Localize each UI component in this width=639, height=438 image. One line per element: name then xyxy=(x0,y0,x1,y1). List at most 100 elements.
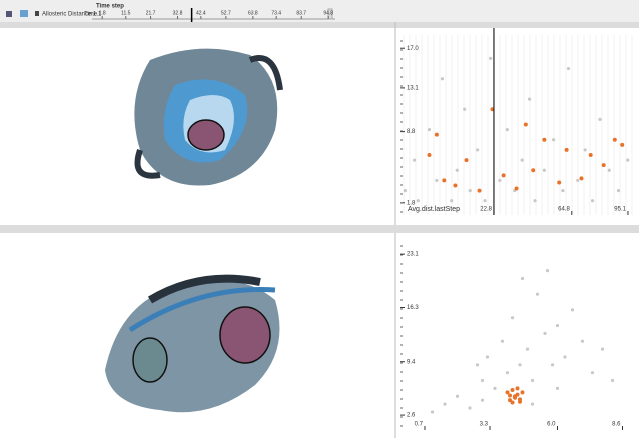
highlighted-point xyxy=(542,138,546,142)
timeline-tick-label: 94.8 xyxy=(323,10,333,16)
data-point xyxy=(584,148,587,151)
highlighted-point xyxy=(478,189,482,193)
highlighted-point xyxy=(508,393,512,397)
data-point xyxy=(468,406,471,409)
data-point xyxy=(617,189,620,192)
highlighted-point xyxy=(518,400,522,404)
timeline-tick-label: 42.4 xyxy=(196,10,206,16)
y-tick-label: 23.1 xyxy=(407,252,419,258)
binding-pocket xyxy=(133,338,167,382)
highlighted-point xyxy=(515,187,519,191)
data-point xyxy=(404,189,407,192)
data-point xyxy=(493,387,496,390)
data-point xyxy=(556,387,559,390)
timeline-tick-label: 63.8 xyxy=(248,10,258,16)
x-tick-label: 95.1 xyxy=(614,207,626,213)
data-point xyxy=(626,158,629,161)
highlighted-point xyxy=(524,122,528,126)
data-point xyxy=(567,67,570,70)
timeline-tick-label: 11.5 xyxy=(121,10,131,16)
data-point xyxy=(591,199,594,202)
data-point xyxy=(526,348,529,351)
tool-icon[interactable] xyxy=(35,11,39,16)
data-point xyxy=(611,379,614,382)
data-point xyxy=(435,179,438,182)
data-point xyxy=(531,402,534,405)
data-point xyxy=(536,293,539,296)
data-point xyxy=(543,332,546,335)
data-point xyxy=(531,379,534,382)
highlighted-point xyxy=(511,388,515,392)
data-point xyxy=(576,179,579,182)
highlighted-point xyxy=(531,168,535,172)
binding-pocket xyxy=(220,307,270,363)
data-point xyxy=(481,379,484,382)
highlighted-point xyxy=(511,401,515,405)
highlighted-point xyxy=(620,143,624,147)
data-point xyxy=(546,269,549,272)
highlighted-point xyxy=(465,158,469,162)
data-point xyxy=(552,138,555,141)
data-point xyxy=(469,189,472,192)
protein-view-bottom[interactable] xyxy=(105,279,280,413)
data-point xyxy=(463,108,466,111)
highlighted-point xyxy=(506,390,510,394)
timeline-tick-label: 52.7 xyxy=(221,10,231,16)
timestep-label: Time step xyxy=(96,4,124,10)
data-point xyxy=(521,158,524,161)
highlighted-point xyxy=(513,394,517,398)
data-point xyxy=(608,169,611,172)
data-point xyxy=(481,399,484,402)
data-point xyxy=(561,189,564,192)
y-tick-label: 8.8 xyxy=(407,129,416,135)
x-tick-label: 22.8 xyxy=(480,207,492,213)
highlighted-point xyxy=(521,390,525,394)
x-tick-label: 6.0 xyxy=(547,422,556,428)
data-point xyxy=(506,371,509,374)
data-point xyxy=(501,340,504,343)
data-point xyxy=(443,402,446,405)
tool-icon[interactable] xyxy=(6,11,12,17)
data-point xyxy=(521,277,524,280)
mode-label[interactable]: Time xyxy=(84,12,98,18)
protein-view-top[interactable] xyxy=(134,49,280,186)
highlighted-point xyxy=(435,133,439,137)
timeline-tick-label: 21.7 xyxy=(146,10,156,16)
data-point xyxy=(528,97,531,100)
timeline-tick-label: 83.7 xyxy=(296,10,306,16)
data-point xyxy=(534,199,537,202)
x-tick-label: 0.7 xyxy=(415,422,424,428)
data-point xyxy=(551,363,554,366)
y-tick-label: 17.0 xyxy=(407,46,419,52)
timeline-tick-label: 32.8 xyxy=(173,10,183,16)
y-tick-label: 16.3 xyxy=(407,305,419,311)
y-tick-label: 9.4 xyxy=(407,359,416,365)
app-window: Allosteric Distance 1.1 Time Time step 1… xyxy=(0,0,639,438)
binding-pocket xyxy=(188,120,224,150)
data-point xyxy=(563,355,566,358)
data-point xyxy=(511,316,514,319)
data-point xyxy=(498,179,501,182)
x-axis-label: Avg.dist.lastStep xyxy=(408,206,460,213)
data-point xyxy=(431,410,434,413)
data-point xyxy=(450,199,453,202)
data-point xyxy=(556,324,559,327)
data-point xyxy=(441,77,444,80)
tool-icon[interactable] xyxy=(20,10,28,17)
x-tick-label: 8.6 xyxy=(612,422,621,428)
data-point xyxy=(476,148,479,151)
highlighted-point xyxy=(579,176,583,180)
data-point xyxy=(483,199,486,202)
highlighted-point xyxy=(589,153,593,157)
highlighted-point xyxy=(557,180,561,184)
data-point xyxy=(598,118,601,121)
x-tick-label: 64.8 xyxy=(558,207,570,213)
panel-header xyxy=(0,225,639,233)
data-point xyxy=(456,169,459,172)
x-tick-label: 3.3 xyxy=(480,422,489,428)
data-point xyxy=(543,169,546,172)
panel-header xyxy=(0,22,639,28)
data-point xyxy=(571,308,574,311)
data-point xyxy=(591,371,594,374)
data-point xyxy=(506,128,509,131)
